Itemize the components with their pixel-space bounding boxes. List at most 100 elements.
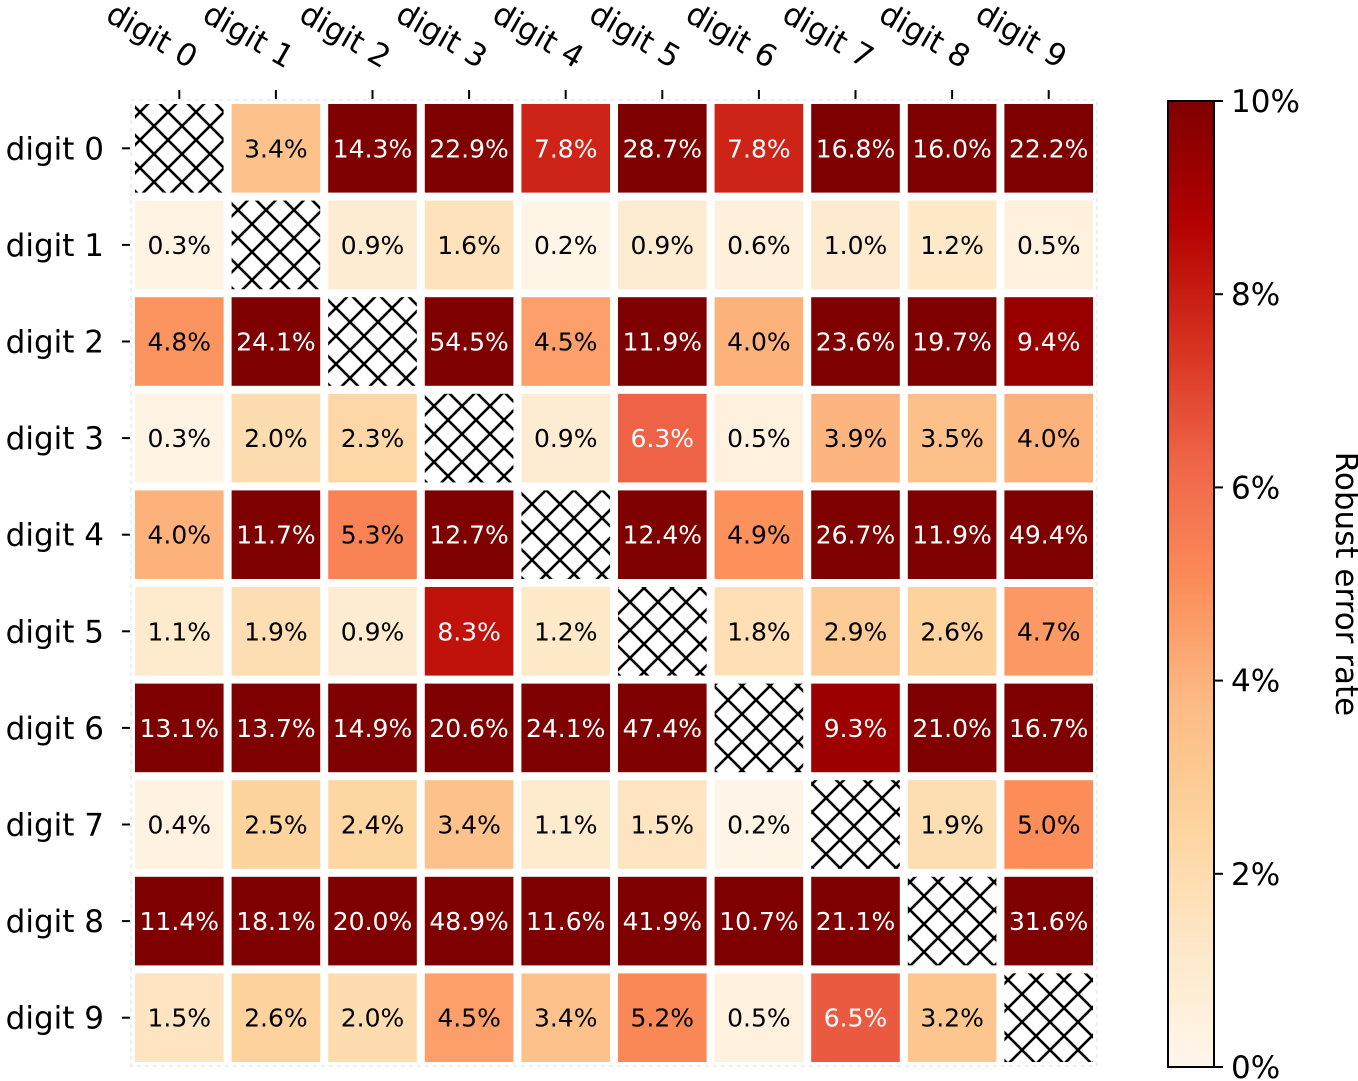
cell-fill: [811, 393, 900, 483]
heatmap-cell: 16.7%: [1004, 683, 1093, 773]
cell-value-label: 11.6%: [526, 907, 605, 936]
cell-fill: [618, 297, 707, 386]
heatmap-cell: 16.8%: [811, 104, 900, 193]
heatmap-cell: 23.6%: [811, 297, 900, 386]
heatmap-cell: 7.8%: [714, 104, 804, 193]
heatmap-cell: 3.9%: [811, 393, 900, 483]
cell-value-label: 0.4%: [148, 811, 212, 840]
cell-value-label: 4.0%: [1017, 424, 1081, 453]
cell-value-label: 13.1%: [140, 714, 219, 743]
row-label: digit 4: [6, 518, 104, 554]
cell-fill: [135, 490, 224, 579]
heatmap-cell: [907, 876, 997, 966]
cell-fill: [907, 973, 997, 1062]
cell-fill: [811, 490, 900, 579]
cell-fill: [521, 393, 610, 483]
heatmap-cell: 1.6%: [424, 200, 514, 290]
heatmap-cell: 0.9%: [328, 200, 417, 290]
cell-value-label: 9.4%: [1017, 328, 1081, 357]
cell-value-label: 0.3%: [148, 231, 212, 260]
cell-fill: [328, 780, 417, 869]
heatmap-cell: 5.3%: [328, 490, 417, 579]
cell-value-label: 5.3%: [341, 521, 405, 550]
cell-value-label: 0.5%: [727, 1004, 791, 1033]
cell-fill: [907, 587, 997, 676]
cell-fill: [424, 780, 514, 869]
colorbar-tick-label: 0%: [1231, 1050, 1280, 1081]
cell-value-label: 2.0%: [341, 1004, 405, 1033]
cell-value-label: 8.3%: [437, 617, 501, 646]
cell-value-label: 4.5%: [534, 328, 598, 357]
colorbar: 0% 2% 4% 6% 8% 10% Robust error rate: [1167, 84, 1358, 1081]
cell-fill: [1004, 200, 1093, 290]
heatmap-cell: 13.7%: [231, 683, 321, 773]
diagonal-hatch-cell: [618, 587, 707, 676]
cell-value-label: 0.9%: [341, 231, 405, 260]
row-label: digit 0: [6, 131, 104, 167]
heatmap-cell: 0.5%: [1004, 200, 1093, 290]
heatmap-cell: 6.5%: [811, 973, 900, 1062]
cell-value-label: 4.7%: [1017, 617, 1081, 646]
heatmap-cell: 13.1%: [135, 683, 224, 773]
heatmap-cell: 3.4%: [231, 104, 321, 193]
cell-fill: [618, 973, 707, 1062]
cell-value-label: 2.3%: [341, 424, 405, 453]
heatmap-cell: 11.9%: [907, 490, 997, 579]
heatmap-cell: 4.5%: [424, 973, 514, 1062]
heatmap-cell: 11.7%: [231, 490, 321, 579]
heatmap-cell: 12.4%: [618, 490, 707, 579]
cell-fill: [424, 587, 514, 676]
cell-fill: [618, 683, 707, 773]
row-label: digit 8: [6, 904, 104, 940]
cell-fill: [135, 587, 224, 676]
heatmap-cell: 1.2%: [907, 200, 997, 290]
heatmap-cell: 19.7%: [907, 297, 997, 386]
heatmap-cell: 4.0%: [1004, 393, 1093, 483]
cell-value-label: 6.3%: [631, 424, 695, 453]
cell-value-label: 41.9%: [623, 907, 702, 936]
heatmap-cell: 6.3%: [618, 393, 707, 483]
heatmap-cell: 22.2%: [1004, 104, 1093, 193]
cell-fill: [1004, 297, 1093, 386]
cell-fill: [231, 587, 321, 676]
cell-fill: [231, 973, 321, 1062]
cell-fill: [1004, 393, 1093, 483]
cell-fill: [907, 104, 997, 193]
heatmap-cell: [618, 587, 707, 676]
cell-value-label: 26.7%: [816, 521, 895, 550]
column-label: digit 2: [293, 0, 396, 76]
heatmap-cell: 0.9%: [521, 393, 610, 483]
heatmap-cell: 54.5%: [424, 297, 514, 386]
heatmap-cell: 2.6%: [907, 587, 997, 676]
heatmap-cell: 24.1%: [231, 297, 321, 386]
heatmap-cell: 3.4%: [521, 973, 610, 1062]
heatmap-cell: 0.5%: [714, 973, 804, 1062]
cell-fill: [714, 973, 804, 1062]
cell-fill: [424, 973, 514, 1062]
cell-fill: [231, 297, 321, 386]
heatmap-cell: 1.5%: [135, 973, 224, 1062]
heatmap-cell: 2.4%: [328, 780, 417, 869]
cell-value-label: 2.6%: [244, 1004, 308, 1033]
cell-fill: [328, 200, 417, 290]
cell-value-label: 12.7%: [429, 521, 508, 550]
cell-fill: [424, 104, 514, 193]
cell-fill: [618, 200, 707, 290]
heatmap-cell: 11.9%: [618, 297, 707, 386]
cell-fill: [907, 393, 997, 483]
plot-frame: [130, 99, 1098, 1067]
cell-value-label: 20.6%: [429, 714, 508, 743]
heatmap-cell: 1.9%: [907, 780, 997, 869]
colorbar-tick-label: 8%: [1231, 277, 1280, 313]
heatmap-cell: 20.6%: [424, 683, 514, 773]
cell-value-label: 1.8%: [727, 617, 791, 646]
cell-value-label: 4.0%: [727, 328, 791, 357]
cell-fill: [521, 587, 610, 676]
heatmap-plot-area: 3.4% 14.3% 22.9% 7.8% 28.7% 7.8% 16.8% 16.0% 22.…: [6, 0, 1098, 1067]
cell-value-label: 4.9%: [727, 521, 791, 550]
column-label: digit 9: [970, 0, 1073, 76]
cell-value-label: 7.8%: [727, 134, 791, 163]
cell-fill: [521, 200, 610, 290]
cell-fill: [521, 876, 610, 966]
